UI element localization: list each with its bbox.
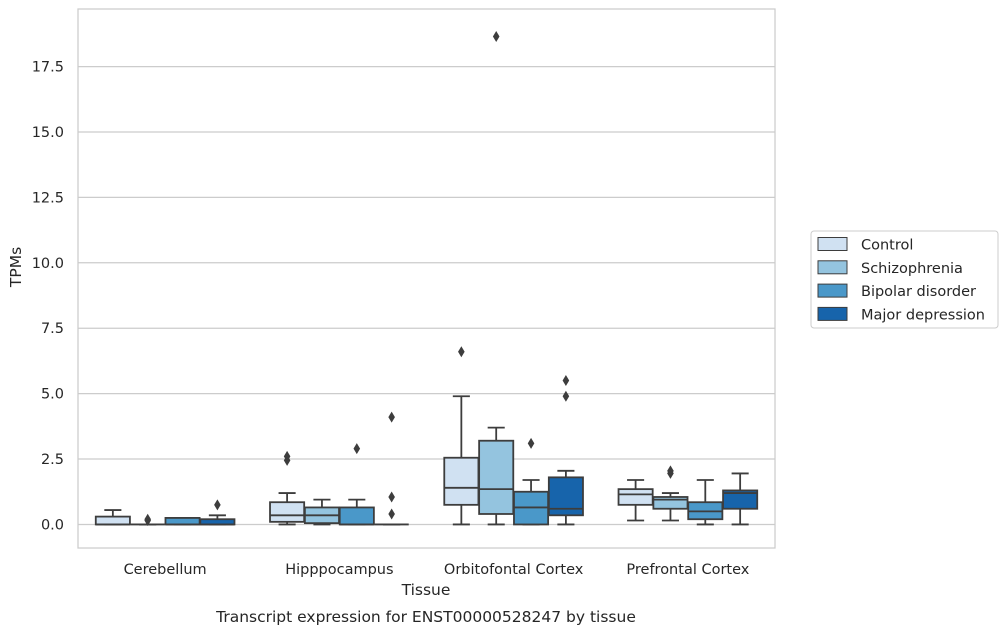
legend-items: Control Schizophrenia Bipolar disorder Majo… (817, 237, 985, 323)
y-tick-label: 15.0 (32, 125, 64, 141)
legend-frame (810, 230, 999, 329)
outlier-point (388, 491, 395, 503)
outlier-point (458, 346, 465, 358)
y-tick-label: 10.0 (32, 256, 64, 272)
y-tick-label: 12.5 (32, 190, 64, 206)
box (94, 515, 131, 526)
box-plot (303, 498, 340, 526)
box (478, 439, 515, 515)
box-plot (722, 472, 759, 526)
y-tick-label: 0.0 (41, 517, 64, 533)
legend-label: Schizophrenia (861, 261, 963, 277)
x-tick-label: Cerebellum (124, 562, 207, 578)
box-plot (478, 30, 515, 526)
box-plot (687, 479, 724, 526)
outlier-point (667, 465, 674, 477)
y-tick-labels: 0.0 2.5 5.0 7.5 10.0 12.5 15.0 17.5 (32, 60, 64, 534)
box-plot (652, 465, 689, 522)
legend-swatch (817, 283, 848, 298)
legend-swatch (817, 306, 848, 321)
legend-label: Major depression (861, 307, 985, 323)
box-plot (374, 411, 409, 526)
y-tick-label: 17.5 (32, 60, 64, 76)
box-plot (199, 499, 236, 526)
y-tick-label: 7.5 (41, 321, 64, 337)
outlier-point (388, 411, 395, 423)
legend-label: Control (861, 238, 913, 254)
x-tick-label: Orbitofontal Cortex (444, 562, 584, 578)
outlier-point (214, 499, 221, 511)
y-tick-label: 2.5 (41, 452, 64, 468)
y-axis-title: TPMs (7, 247, 25, 288)
legend-swatch (817, 237, 848, 251)
box-plot (547, 375, 584, 526)
x-axis-title: Tissue (401, 581, 451, 599)
box (269, 501, 306, 523)
box-plot (94, 509, 131, 526)
outlier-point (388, 508, 395, 520)
box (722, 489, 759, 510)
outlier-point (562, 375, 570, 387)
box-plots (94, 30, 759, 527)
chart-title: Transcript expression for ENST0000052824… (215, 608, 636, 626)
legend: Control Schizophrenia Bipolar disorder Majo… (810, 230, 999, 329)
box-plot (617, 479, 654, 522)
outlier-point (353, 443, 361, 455)
box (338, 506, 375, 526)
box-plot (164, 517, 201, 526)
x-tick-label: Prefrontal Cortex (626, 562, 749, 578)
x-tick-labels: Cerebellum Hipppocampus Orbitofontal Corte… (124, 562, 750, 578)
x-tick-label: Hipppocampus (285, 562, 393, 578)
box-plot (338, 443, 375, 526)
legend-swatch (817, 260, 848, 275)
box (164, 517, 201, 526)
outlier-point (562, 390, 570, 402)
outlier-point (283, 450, 291, 462)
outlier-point (492, 30, 500, 42)
box-plot (130, 513, 165, 527)
plot-frame (77, 8, 776, 549)
box-plot (513, 437, 550, 526)
grid-lines (78, 65, 775, 526)
box-plot (269, 450, 306, 526)
outlier-point (144, 513, 151, 525)
box (617, 488, 654, 506)
box (443, 456, 480, 506)
y-tick-label: 5.0 (41, 387, 64, 403)
box-plot (443, 346, 480, 526)
legend-label: Bipolar disorder (861, 284, 976, 300)
outlier-point (527, 437, 535, 449)
